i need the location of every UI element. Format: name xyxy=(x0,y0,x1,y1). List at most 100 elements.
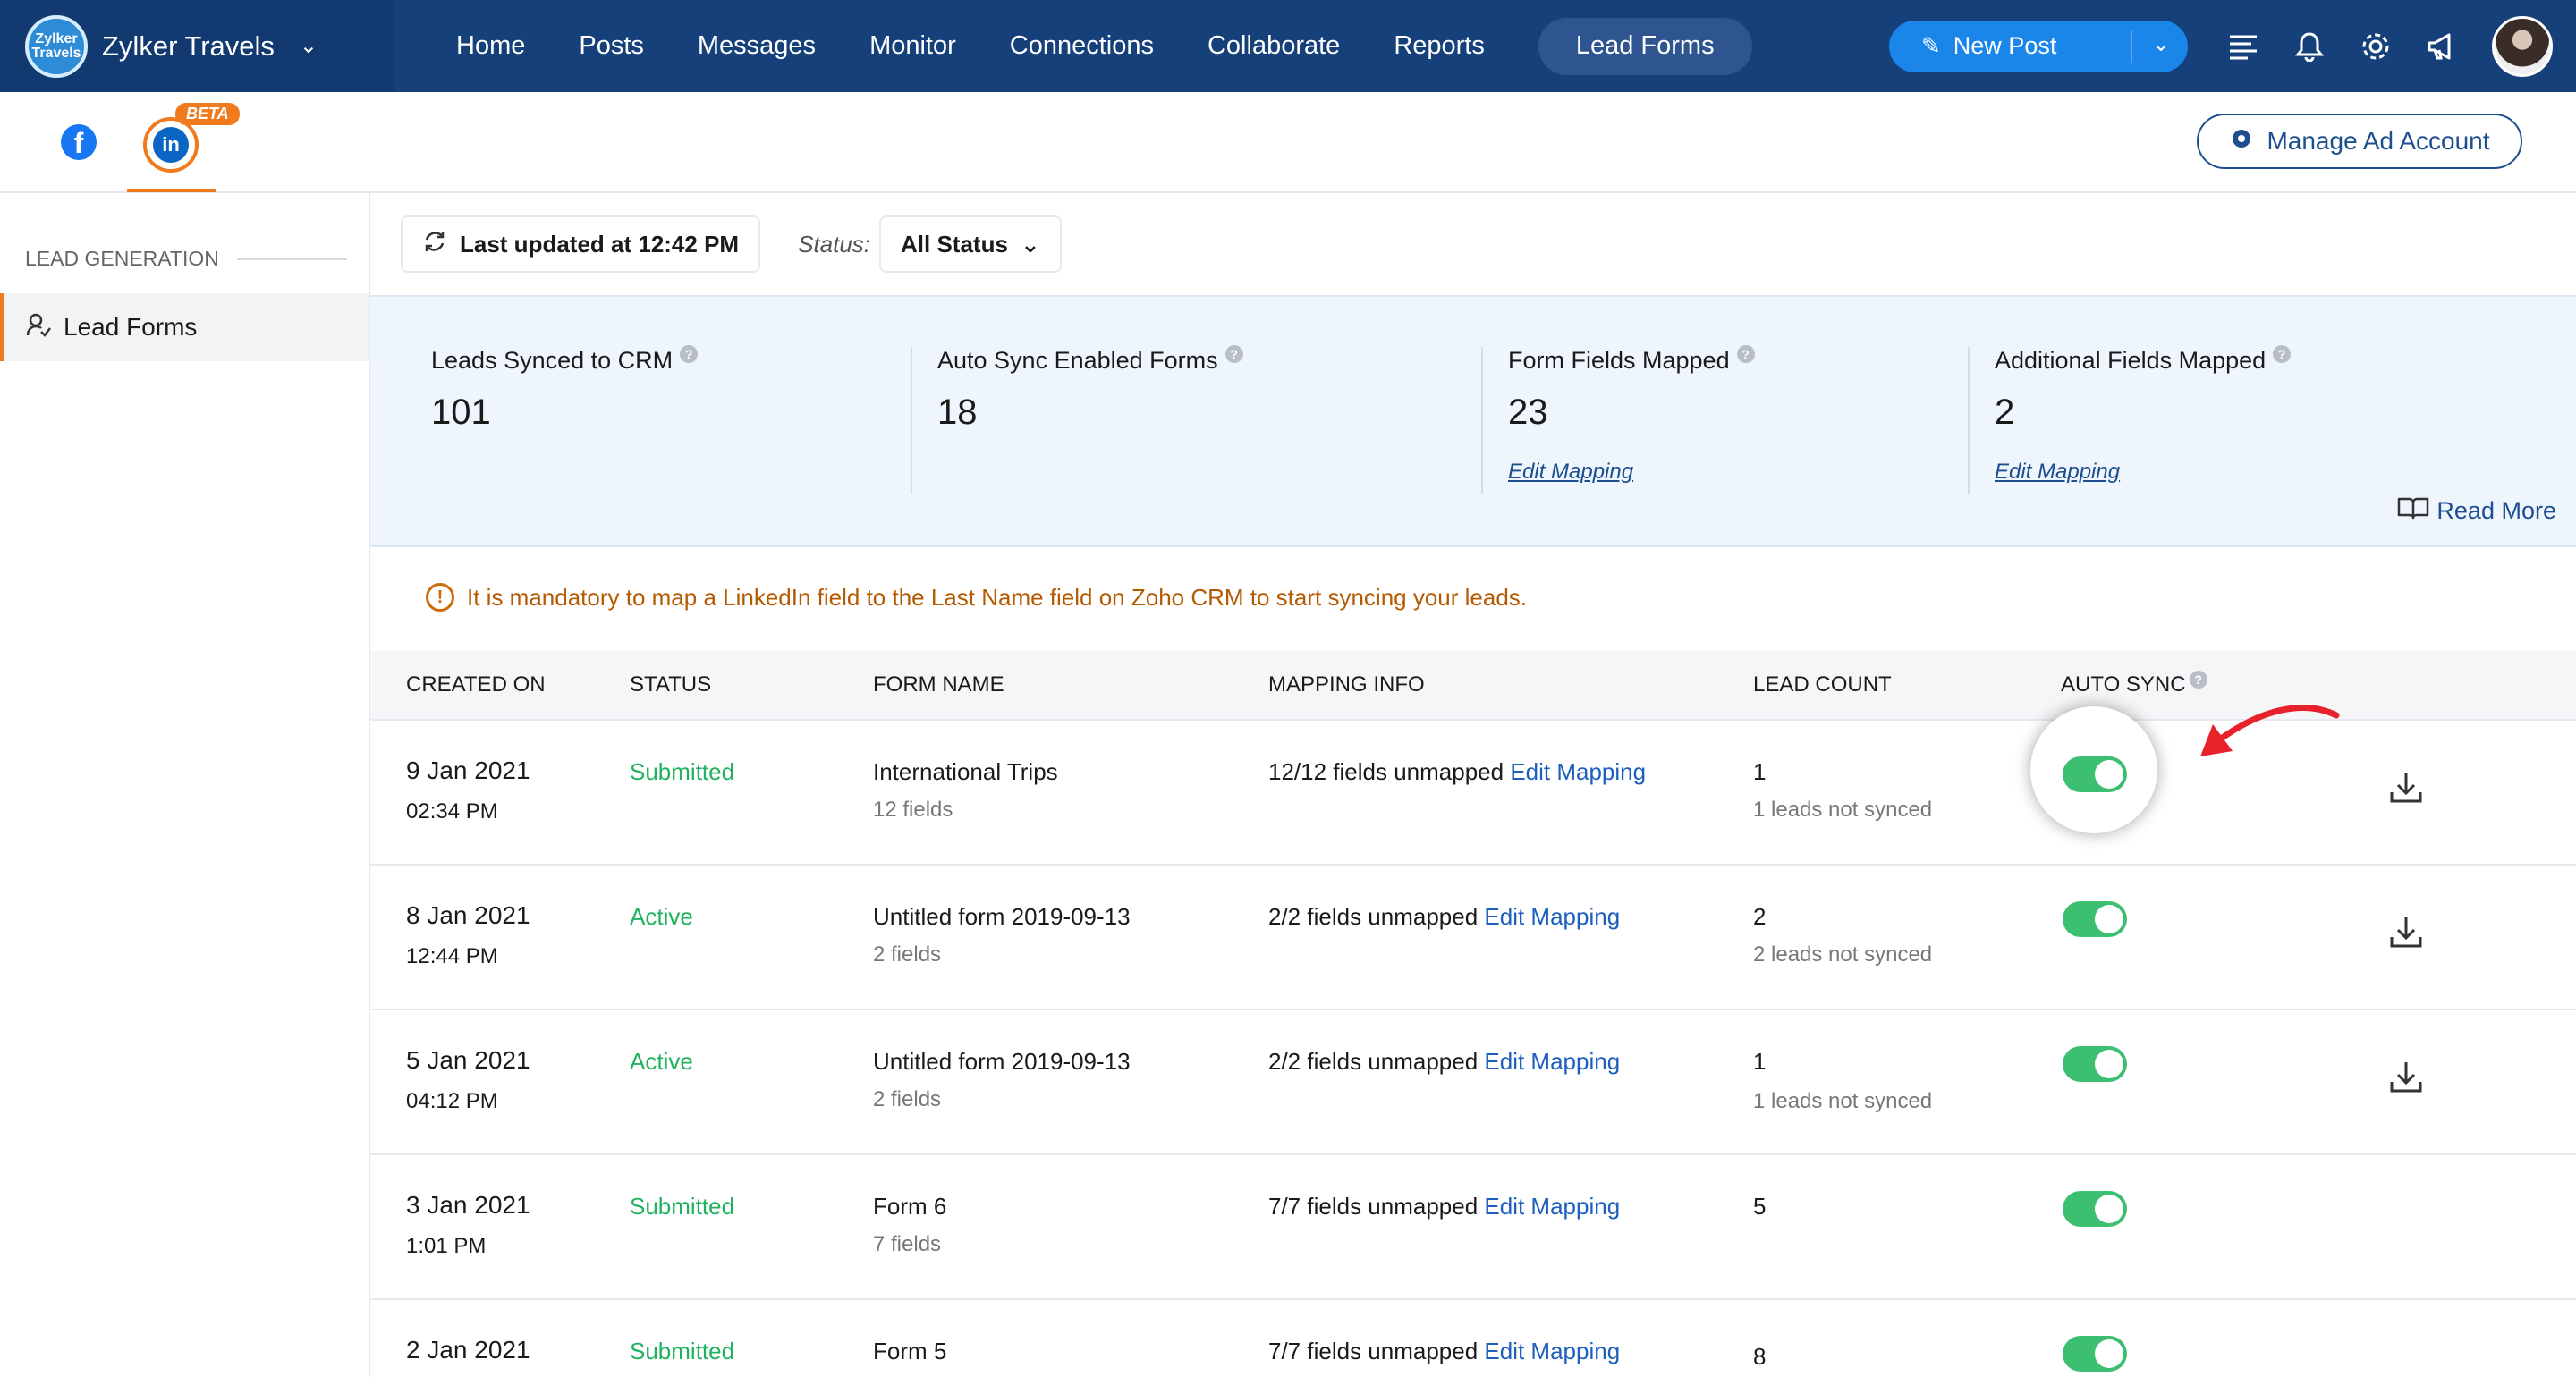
warning-text: It is mandatory to map a LinkedIn field … xyxy=(467,583,1528,611)
mapping-info: 7/7 fields unmapped Edit Mapping xyxy=(1268,1338,1620,1365)
form-name: Form 5 xyxy=(873,1338,947,1364)
chevron-down-icon: ⌄ xyxy=(299,34,318,58)
nav-connections[interactable]: Connections xyxy=(1009,31,1154,60)
edit-mapping-link[interactable]: Edit Mapping xyxy=(1484,1048,1621,1075)
download-icon[interactable] xyxy=(2388,1059,2424,1094)
read-more-link[interactable]: Read More xyxy=(2397,496,2556,526)
refresh-icon xyxy=(422,229,447,260)
column-header-created-on[interactable]: CREATED ON xyxy=(406,672,546,697)
top-navigation-bar: Zylker Travels Zylker Travels ⌄ Home Pos… xyxy=(0,0,2576,92)
status-text: Active xyxy=(630,1048,693,1075)
help-icon[interactable]: ? xyxy=(1736,344,1755,363)
download-icon[interactable] xyxy=(2388,914,2424,950)
lead-count: 2 xyxy=(1753,903,1767,930)
nav-home[interactable]: Home xyxy=(456,31,526,60)
help-icon[interactable]: ? xyxy=(680,344,699,363)
linkedin-tab[interactable]: in xyxy=(143,117,199,173)
stat-value: 18 xyxy=(937,393,978,432)
nav-reports[interactable]: Reports xyxy=(1394,31,1485,60)
nav-monitor[interactable]: Monitor xyxy=(869,31,956,60)
leads-not-synced: 1 leads not synced xyxy=(1753,798,1933,822)
stat-label: Form Fields Mapped xyxy=(1508,347,1730,374)
status-filter-dropdown[interactable]: All Status ⌄ xyxy=(879,215,1062,273)
read-more-label: Read More xyxy=(2436,497,2556,524)
section-title-text: LEAD GENERATION xyxy=(25,247,219,270)
edit-mapping-link[interactable]: Edit Mapping xyxy=(1484,903,1621,930)
bell-icon[interactable] xyxy=(2277,14,2342,79)
edit-mapping-link[interactable]: Edit Mapping xyxy=(1508,460,1634,484)
filter-bar: Last updated at 12:42 PM Status: All Sta… xyxy=(370,193,2576,295)
help-icon[interactable]: ? xyxy=(1224,344,1243,363)
nav-lead-forms[interactable]: Lead Forms xyxy=(1538,17,1752,75)
mapping-text: 12/12 fields unmapped xyxy=(1268,758,1504,785)
edit-mapping-link[interactable]: Edit Mapping xyxy=(1484,1193,1621,1220)
channel-tabs-bar: f in BETA Manage Ad Account xyxy=(0,92,2576,193)
column-header-status[interactable]: STATUS xyxy=(630,672,712,697)
toggle-knob xyxy=(2095,760,2123,789)
auto-sync-toggle[interactable] xyxy=(2063,756,2127,792)
facebook-icon[interactable]: f xyxy=(61,124,97,160)
auto-sync-toggle[interactable] xyxy=(2063,1191,2127,1227)
field-count: 2 fields xyxy=(873,942,942,967)
edit-mapping-link[interactable]: Edit Mapping xyxy=(1510,758,1647,785)
user-avatar[interactable] xyxy=(2492,15,2553,77)
active-tab-underline xyxy=(127,189,216,192)
nav-messages[interactable]: Messages xyxy=(697,31,817,60)
toggle-knob xyxy=(2095,1050,2123,1078)
menu-list-icon[interactable] xyxy=(2211,14,2275,79)
created-time: 12:44 PM xyxy=(406,944,498,968)
status-text: Submitted xyxy=(630,758,735,785)
auto-sync-toggle[interactable] xyxy=(2063,1046,2127,1082)
nav-posts[interactable]: Posts xyxy=(579,31,644,60)
auto-sync-toggle[interactable] xyxy=(2063,1336,2127,1372)
stat-label: Additional Fields Mapped xyxy=(1995,347,2267,374)
created-time: 1:01 PM xyxy=(406,1234,487,1258)
megaphone-icon[interactable] xyxy=(2410,14,2474,79)
top-right-actions: ✎ New Post ⌄ xyxy=(1889,0,2576,92)
nav-collaborate[interactable]: Collaborate xyxy=(1207,31,1341,60)
column-header-form-name[interactable]: FORM NAME xyxy=(873,672,1004,697)
gear-icon xyxy=(2229,126,2254,157)
status-filter-value: All Status xyxy=(901,230,1008,258)
column-header-mapping-info[interactable]: MAPPING INFO xyxy=(1268,672,1425,697)
form-name: International Trips xyxy=(873,758,1058,785)
chevron-down-icon[interactable]: ⌄ xyxy=(2151,31,2170,56)
created-date: 3 Jan 2021 xyxy=(406,1191,530,1219)
column-header-auto-sync[interactable]: AUTO SYNC? xyxy=(2061,671,2207,697)
table-row: 8 Jan 2021 12:44 PM Active Untitled form… xyxy=(370,866,2576,1010)
mapping-warning: ! It is mandatory to map a LinkedIn fiel… xyxy=(426,583,1527,612)
column-header-lead-count[interactable]: LEAD COUNT xyxy=(1753,672,1892,697)
auto-sync-header-text: AUTO SYNC xyxy=(2061,672,2186,697)
table-row: 3 Jan 2021 1:01 PM Submitted Form 6 7 fi… xyxy=(370,1155,2576,1300)
help-icon[interactable]: ? xyxy=(2273,344,2292,363)
stat-value: 23 xyxy=(1508,393,1548,432)
mapping-info: 7/7 fields unmapped Edit Mapping xyxy=(1268,1193,1620,1221)
user-form-icon xyxy=(26,312,51,343)
field-count: 12 fields xyxy=(873,798,953,822)
button-divider xyxy=(2131,29,2132,63)
divider xyxy=(1481,347,1483,494)
refresh-button[interactable]: Last updated at 12:42 PM xyxy=(401,215,761,273)
manage-ad-account-button[interactable]: Manage Ad Account xyxy=(2197,114,2522,169)
sidebar-section-title: LEAD GENERATION xyxy=(25,247,347,271)
stat-leads-synced: Leads Synced to CRM? 101 xyxy=(431,344,699,433)
status-filter-label: Status: xyxy=(798,230,871,258)
download-icon[interactable] xyxy=(2388,769,2424,805)
sidebar-item-lead-forms[interactable]: Lead Forms xyxy=(0,293,369,361)
toggle-knob xyxy=(2095,905,2123,933)
auto-sync-toggle[interactable] xyxy=(2063,901,2127,937)
edit-mapping-link[interactable]: Edit Mapping xyxy=(1484,1338,1621,1364)
divider xyxy=(236,258,347,260)
created-time: 04:12 PM xyxy=(406,1089,498,1113)
toggle-knob xyxy=(2095,1339,2123,1368)
status-text: Submitted xyxy=(630,1193,735,1220)
help-icon[interactable]: ? xyxy=(2189,671,2207,688)
divider xyxy=(911,347,912,494)
brand-switcher[interactable]: Zylker Travels Zylker Travels ⌄ xyxy=(0,0,394,92)
new-post-button[interactable]: ✎ New Post ⌄ xyxy=(1889,20,2188,72)
linkedin-icon: in xyxy=(153,127,189,163)
gear-icon[interactable] xyxy=(2343,14,2408,79)
created-date: 8 Jan 2021 xyxy=(406,901,530,929)
edit-mapping-link[interactable]: Edit Mapping xyxy=(1995,460,2121,484)
main-nav: Home Posts Messages Monitor Connections … xyxy=(429,17,1752,75)
